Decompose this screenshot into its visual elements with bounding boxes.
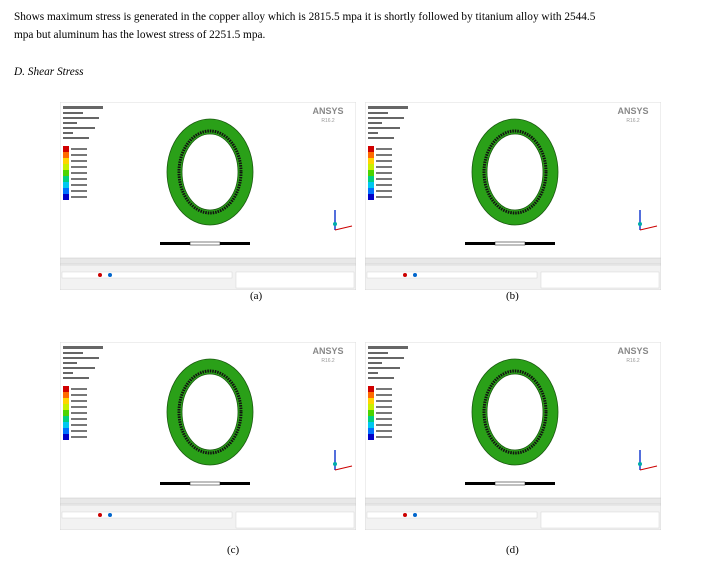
legend-swatch [368,416,374,422]
ring-inner-edge [177,129,243,215]
legend-swatch [63,422,69,428]
brand: ANSYS [617,106,648,116]
legend-swatch [63,194,69,200]
title-block [63,346,103,379]
ring-hole [486,133,544,211]
scale-bar [160,481,250,486]
toolbar [59,257,357,291]
axis-triad [333,210,353,231]
legend-swatch [368,410,374,416]
axis-triad [638,450,658,471]
simulation-screenshot: ANSYS R16.2 [364,101,662,291]
legend-swatch [368,194,374,200]
version: R16.2 [626,358,640,364]
axis-triad [638,210,658,231]
scale-bar [160,241,250,246]
legend-swatch [63,188,69,194]
simulation-screenshot: ANSYS R16.2 [364,341,662,531]
legend-swatch [368,404,374,410]
legend-swatch [63,434,69,440]
title-block [368,346,408,379]
legend-swatch [368,398,374,404]
legend-swatch [368,428,374,434]
caption: (b) [506,290,519,302]
legend-swatch [63,182,69,188]
legend-swatch [63,416,69,422]
version: R16.2 [321,358,335,364]
toolbar [364,257,662,291]
legend-swatch [368,152,374,158]
ring-inner-edge [482,369,548,455]
legend-swatch [368,434,374,440]
ring-hole [181,373,239,451]
version: R16.2 [321,118,335,124]
legend-swatch [368,392,374,398]
scale-bar [465,481,555,486]
version: R16.2 [626,118,640,124]
simulation-screenshot: ANSYS R16.2 [59,341,357,531]
legend-swatch [368,176,374,182]
brand: ANSYS [312,106,343,116]
legend-swatch [368,146,374,152]
legend-swatch [368,188,374,194]
screenshot-image: ANSYS R16.2 [364,101,662,291]
screenshot-image: ANSYS R16.2 [59,101,357,291]
title-block [63,106,103,139]
toolbar [59,497,357,531]
scale-bar [465,241,555,246]
ring-inner-edge [482,129,548,215]
legend-swatch [368,422,374,428]
legend-swatch [63,152,69,158]
legend-swatch [63,428,69,434]
paragraph-line: mpa but aluminum has the lowest stress o… [14,29,266,41]
ring-hole [181,133,239,211]
section-heading: D. Shear Stress [14,66,84,78]
ring-inner-edge [177,369,243,455]
legend-swatch [63,404,69,410]
legend-swatch [63,386,69,392]
legend-swatch [63,158,69,164]
ring-hole [486,373,544,451]
legend-swatch [63,398,69,404]
legend-swatch [63,410,69,416]
legend-swatch [368,182,374,188]
brand: ANSYS [312,346,343,356]
caption: (d) [506,544,519,556]
simulation-screenshot: ANSYS R16.2 [59,101,357,291]
legend-swatch [368,164,374,170]
legend-swatch [368,170,374,176]
paragraph-line: Shows maximum stress is generated in the… [14,11,596,23]
legend-swatch [63,176,69,182]
brand: ANSYS [617,346,648,356]
legend-swatch [63,146,69,152]
toolbar [364,497,662,531]
caption: (c) [227,544,240,556]
axis-triad [333,450,353,471]
screenshot-image: ANSYS R16.2 [364,341,662,531]
screenshot-image: ANSYS R16.2 [59,341,357,531]
title-block [368,106,408,139]
legend-swatch [63,170,69,176]
caption: (a) [250,290,263,302]
legend-swatch [63,164,69,170]
legend-swatch [63,392,69,398]
legend-swatch [368,386,374,392]
legend-swatch [368,158,374,164]
